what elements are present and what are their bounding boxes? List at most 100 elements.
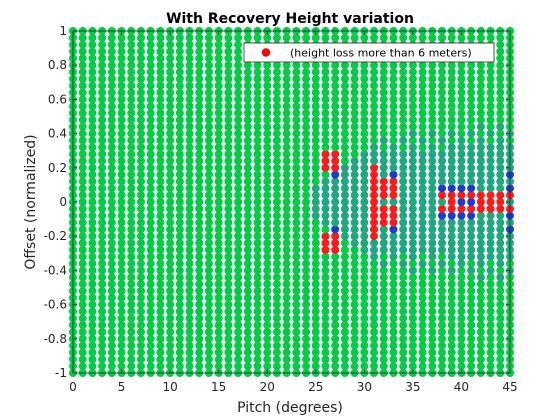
data-point [224,150,233,159]
data-point [156,156,165,165]
data-point [272,321,281,330]
data-point [476,286,485,295]
data-point [195,225,204,234]
data-point [78,184,87,193]
data-point [234,348,243,357]
data-point [340,239,349,248]
data-point [467,95,476,104]
data-point [379,280,388,289]
data-point [282,280,291,289]
data-point [379,122,388,131]
data-point [146,143,155,152]
data-point [467,286,476,295]
data-point-teal [321,218,330,227]
data-point [224,225,233,234]
data-point [486,259,495,268]
data-point [340,293,349,302]
data-point [224,252,233,261]
data-point-red [476,204,485,213]
data-point [408,280,417,289]
data-point [447,259,456,268]
data-point [243,115,252,124]
data-point-blue [447,184,456,193]
data-point [272,211,281,220]
data-point [156,198,165,206]
data-point [107,266,116,275]
data-point [379,109,388,118]
data-point [302,198,311,206]
data-point [379,129,388,138]
data-point [379,33,388,42]
data-point [107,259,116,268]
data-point-teal [447,239,456,248]
data-point [78,40,87,49]
data-point [136,143,145,152]
data-point-red [496,191,505,200]
data-point [204,81,213,90]
data-point [98,198,107,206]
data-point [311,33,320,42]
data-point [136,109,145,118]
data-point [253,61,262,70]
data-point [418,61,427,70]
data-point [185,321,194,330]
data-point [243,225,252,234]
data-point-teal [496,170,505,179]
data-point [166,321,175,330]
data-point [175,327,184,336]
data-point-teal [428,177,437,186]
data-point [408,321,417,330]
y-tick-label: 0.6 [48,92,67,106]
data-point [418,252,427,261]
data-point-red [370,198,379,206]
data-point [399,355,408,364]
data-point [302,143,311,152]
data-point-teal [438,170,447,179]
data-point-red [438,191,447,200]
data-point [98,321,107,330]
data-point-teal [418,218,427,227]
data-point [234,129,243,138]
x-tick-label: 45 [502,380,517,394]
data-point [457,293,466,302]
data-point-teal [447,143,456,152]
data-point-teal [340,218,349,227]
data-point [311,273,320,282]
data-point [127,170,136,179]
data-point [88,81,97,90]
data-point-teal [447,170,456,179]
data-point-teal [486,163,495,172]
data-point [418,81,427,90]
data-point-teal [399,163,408,172]
data-point [224,95,233,104]
data-point [311,341,320,350]
data-point-teal [486,184,495,193]
data-point [107,198,116,206]
data-point [321,327,330,336]
data-point [214,327,223,336]
data-point [282,33,291,42]
data-point-teal [438,150,447,159]
data-point [98,232,107,241]
data-point [146,239,155,248]
data-point [78,211,87,220]
data-point [175,259,184,268]
data-point [253,163,262,172]
data-point [224,204,233,213]
data-point [127,232,136,241]
data-point [311,225,320,234]
data-point [136,136,145,145]
data-point-teal [311,198,320,206]
data-point [263,266,272,275]
data-point-teal [399,239,408,248]
data-point [253,239,262,248]
data-point [214,68,223,77]
data-point [263,204,272,213]
data-point-red [379,204,388,213]
data-point [88,286,97,295]
data-point [340,74,349,83]
data-point-red [331,163,340,172]
data-point [389,81,398,90]
data-point-teal [428,204,437,213]
data-point [78,280,87,289]
